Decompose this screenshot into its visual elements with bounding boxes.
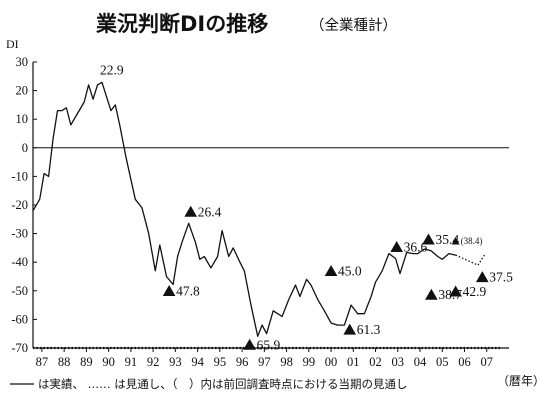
annotation-65-9: 65.9 xyxy=(243,337,281,352)
x-tick-label: 04 xyxy=(414,355,427,369)
annotation-label: 26.4 xyxy=(198,204,222,219)
x-axis-unit-label: （暦年） xyxy=(497,374,545,388)
actual-series-line xyxy=(32,81,456,337)
forecast-segment xyxy=(455,254,486,266)
triangle-marker-icon xyxy=(243,338,256,350)
annotation-61-3: 61.3 xyxy=(343,322,381,337)
legend: は実績、 …… は見通し、（ ）内は前回調査時点における当期の見通し xyxy=(10,377,408,391)
triangle-marker-icon xyxy=(425,288,438,300)
triangle-marker-icon xyxy=(162,285,176,297)
x-tick-label: 88 xyxy=(58,355,71,369)
x-tick-label: 90 xyxy=(102,355,115,369)
annotation-35-4: 35.4 xyxy=(422,232,459,247)
x-tick-label: 96 xyxy=(236,355,249,369)
x-tick-label: 92 xyxy=(147,355,160,369)
triangle-marker-icon xyxy=(451,237,460,245)
y-tick-label: -70 xyxy=(11,341,28,355)
axes xyxy=(32,62,509,349)
x-tick-label: 95 xyxy=(214,355,227,369)
y-tick-label: 0 xyxy=(22,141,28,155)
annotation-label: 65.9 xyxy=(257,337,281,352)
chart-title-group: 業況判断DIの推移 （全業種計） xyxy=(96,12,397,36)
annotation-42-9: 42.9 xyxy=(449,284,486,299)
annotation-label: 47.8 xyxy=(176,284,200,299)
y-tick-label: -20 xyxy=(11,198,28,212)
annotation-38-4: (38.4) xyxy=(451,236,483,246)
annotation-26-4: 26.4 xyxy=(184,204,222,219)
y-tick-label: -50 xyxy=(11,284,28,298)
x-tick-label: 94 xyxy=(191,355,204,369)
y-tick-label: -10 xyxy=(11,169,28,183)
x-tick-label: 07 xyxy=(481,355,494,369)
annotation-label: 42.9 xyxy=(463,284,487,299)
triangle-marker-icon xyxy=(324,265,338,276)
y-tick-label: 20 xyxy=(16,84,29,98)
y-tick-label: 10 xyxy=(16,112,29,126)
triangle-marker-icon xyxy=(343,323,357,335)
x-tick-label: 05 xyxy=(436,355,449,369)
annotation-45-0: 45.0 xyxy=(324,264,362,279)
annotation-layer: 22.926.447.865.945.061.336.6 35.4 (38.4)38… xyxy=(100,62,513,352)
series-layer xyxy=(32,81,501,350)
annotation-37-5: 37.5 xyxy=(475,270,513,285)
annotation-label: 61.3 xyxy=(357,322,381,337)
x-tick-label: 89 xyxy=(80,355,93,369)
triangle-marker-icon xyxy=(449,285,462,297)
chart-subtitle: （全業種計） xyxy=(310,16,397,34)
annotation-label: 37.5 xyxy=(489,270,513,285)
x-tick-label: 99 xyxy=(303,355,316,369)
annotation-22-9: 22.9 xyxy=(100,62,124,77)
x-tick-label: 06 xyxy=(458,355,471,369)
y-tick-label: -60 xyxy=(11,312,28,326)
x-tick-label: 93 xyxy=(169,355,182,369)
x-tick-label: 98 xyxy=(280,355,293,369)
x-tick-label: 01 xyxy=(347,355,360,369)
y-tick-label: -30 xyxy=(11,227,28,241)
y-tick-label: 30 xyxy=(16,55,29,69)
x-tick-label: 02 xyxy=(369,355,382,369)
annotation-label: 36.6 xyxy=(404,239,428,254)
x-tick-label: 97 xyxy=(258,355,271,369)
x-tick-label: 03 xyxy=(392,355,405,369)
triangle-marker-icon xyxy=(390,240,404,252)
chart-title: 業況判断DIの推移 xyxy=(96,12,268,36)
triangle-marker-icon xyxy=(184,205,198,217)
legend-text: は実績、 …… は見通し、（ ）内は前回調査時点における当期の見通し xyxy=(38,377,408,391)
triangle-marker-icon xyxy=(422,233,435,245)
annotation-label: (38.4) xyxy=(461,236,483,246)
y-tick-labels: 30 20 10 0 -10 -20 -30 -40 -50 -60 -70 xyxy=(11,55,37,355)
annotation-label: 45.0 xyxy=(338,264,362,279)
x-tick-label: 00 xyxy=(325,355,338,369)
x-tick-labels: 87 88 89 90 91 92 93 94 95 96 97 98 99 00 01 02 03 04 05 06… xyxy=(36,348,493,369)
annotation-47-8: 47.8 xyxy=(162,284,200,299)
triangle-marker-icon xyxy=(475,271,489,283)
annotation-label: 22.9 xyxy=(100,62,124,77)
x-tick-label: 87 xyxy=(36,355,49,369)
y-tick-label: -40 xyxy=(11,255,28,269)
y-axis-label: DI xyxy=(6,37,19,51)
annotation-36-6: 36.6 xyxy=(390,239,428,254)
x-tick-label: 91 xyxy=(125,355,138,369)
